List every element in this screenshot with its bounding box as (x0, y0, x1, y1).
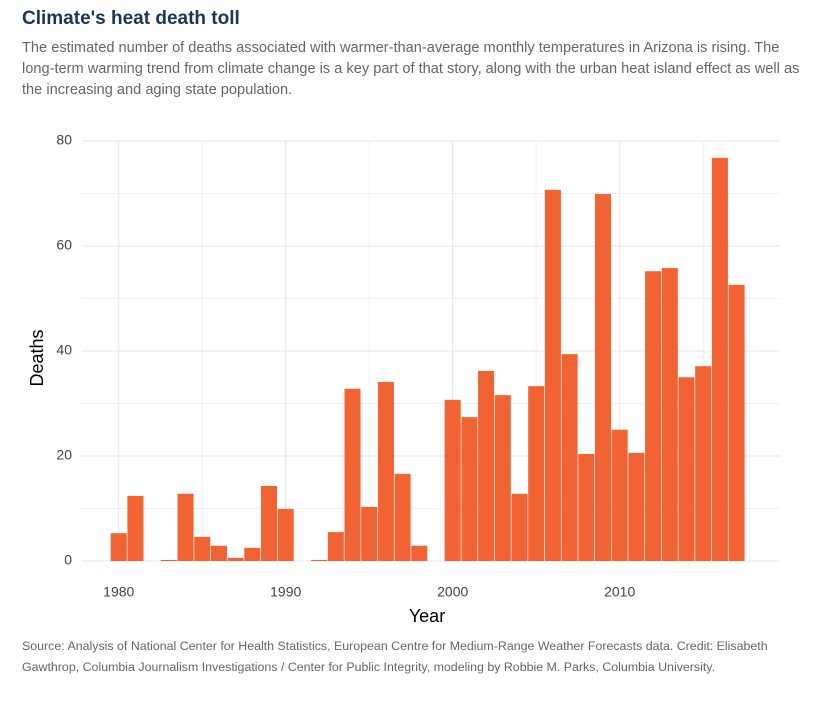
x-tick-label: 1980 (103, 584, 134, 600)
chart-subtitle: The estimated number of deaths associate… (22, 40, 800, 98)
y-tick-label: 80 (56, 132, 72, 148)
bar (661, 268, 678, 561)
bar (561, 354, 578, 561)
bar (478, 370, 495, 561)
bar (511, 493, 528, 561)
bar (544, 189, 561, 561)
source-note: Source: Analysis of National Center for … (22, 639, 768, 674)
bar (611, 429, 628, 561)
bar (344, 388, 361, 561)
bar (377, 381, 394, 561)
bar (394, 473, 411, 561)
bar (194, 536, 211, 561)
chart: Deaths Year 0 20 40 60 80 1980 1990 2000 2010 (27, 132, 780, 626)
bar (461, 417, 478, 561)
bar (277, 509, 294, 561)
bar (244, 547, 261, 561)
bar (578, 453, 595, 561)
chart-title: Climate's heat death toll (22, 8, 240, 29)
y-tick-label: 20 (56, 447, 72, 463)
x-tick-label: 1990 (270, 584, 301, 600)
bar (261, 485, 278, 561)
bar (160, 559, 177, 561)
bar (177, 493, 194, 561)
bar (210, 545, 227, 561)
bar (227, 557, 244, 561)
bar (695, 366, 712, 561)
bar (361, 506, 378, 561)
bar (645, 271, 662, 561)
bar (678, 377, 695, 561)
bar (528, 386, 545, 561)
bar (327, 532, 344, 561)
y-tick-label: 0 (64, 552, 72, 568)
y-tick-label: 60 (56, 237, 72, 253)
bar (628, 452, 645, 561)
bar (728, 284, 745, 561)
bar (444, 399, 461, 561)
y-tick-label: 40 (56, 342, 72, 358)
bar (711, 157, 728, 562)
x-axis-label: Year (409, 606, 445, 626)
bar (127, 495, 144, 561)
y-axis-label: Deaths (27, 329, 47, 386)
bar (494, 395, 511, 561)
bar (411, 545, 428, 561)
bar (311, 559, 328, 561)
x-tick-label: 2010 (604, 584, 635, 600)
bar (594, 194, 612, 561)
bar (110, 533, 127, 561)
x-tick-label: 2000 (437, 584, 468, 600)
